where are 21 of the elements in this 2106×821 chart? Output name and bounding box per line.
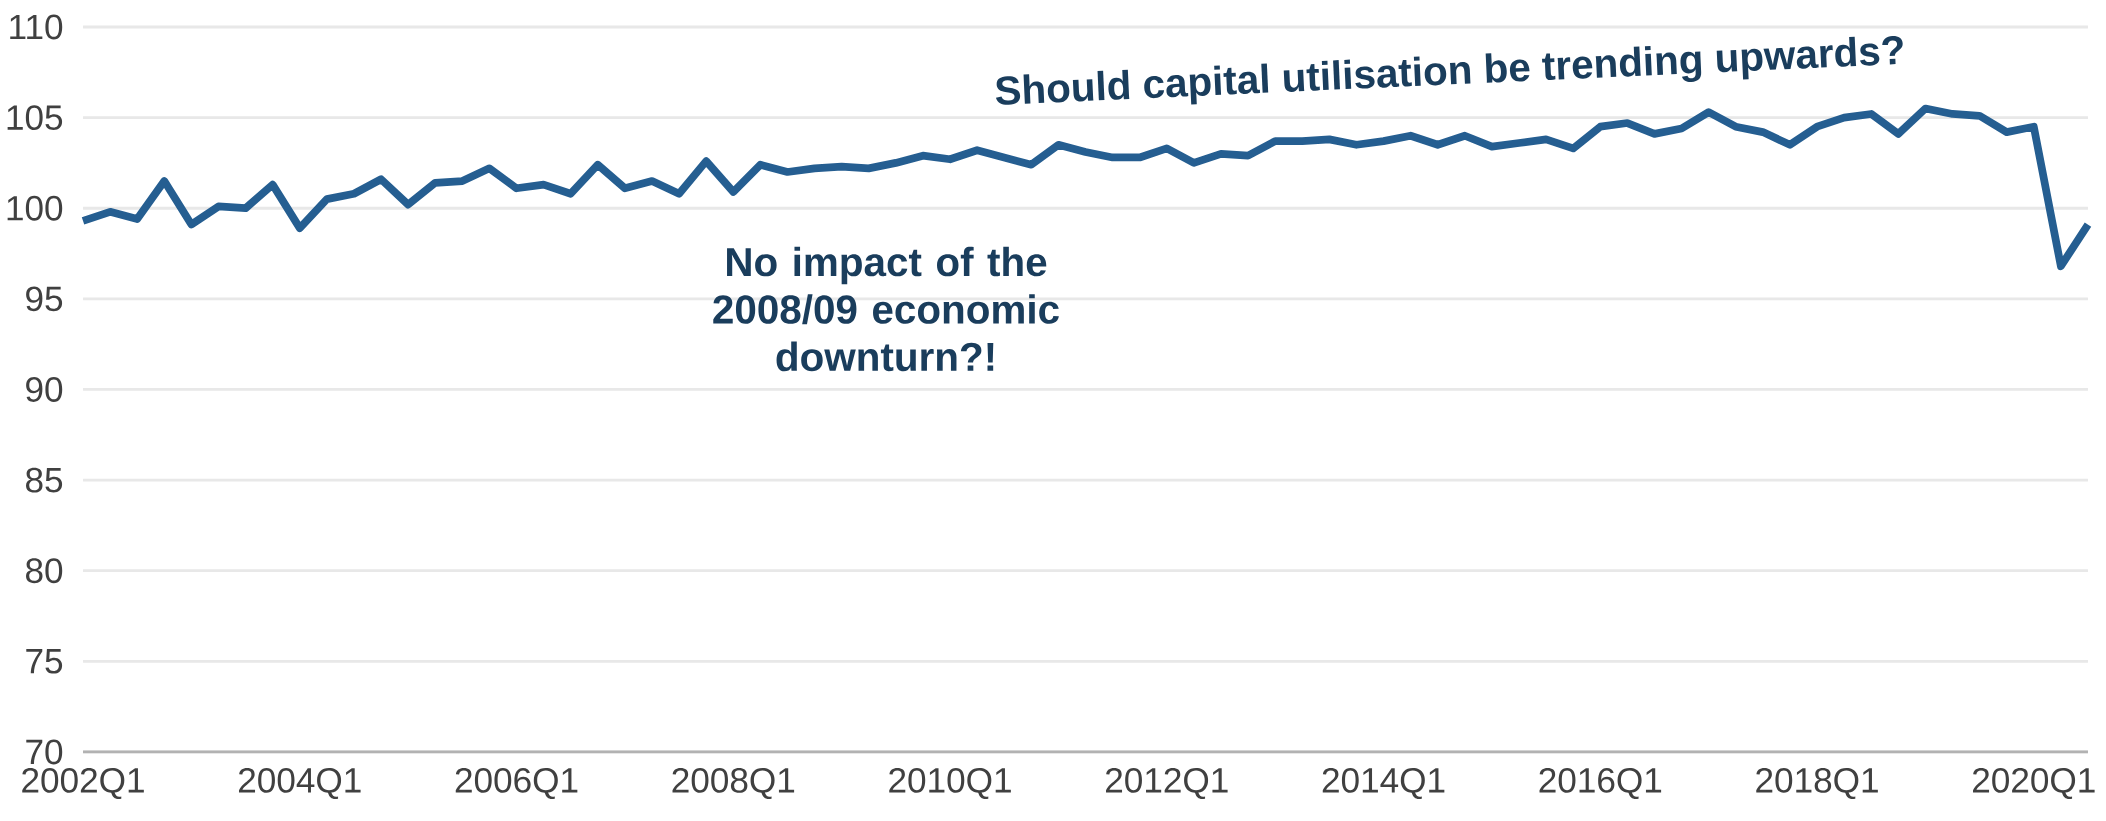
y-tick-label: 75	[26, 649, 63, 674]
x-tick-label: 2008Q1	[672, 767, 795, 800]
x-tick-label: 2002Q1	[22, 767, 144, 800]
x-tick-label: 2014Q1	[1322, 767, 1445, 800]
y-tick-label: 85	[26, 467, 63, 493]
y-tick-label: 110	[10, 14, 63, 40]
x-tick-label: 2006Q1	[455, 767, 578, 800]
annotation: No impact of the 2008/09 economic downturn?!	[713, 246, 1059, 372]
x-tick-label: 2020Q1	[1973, 767, 2095, 800]
y-tick-label: 105	[7, 105, 63, 131]
y-tick-label: 70	[26, 739, 63, 765]
y-tick-label: 100	[7, 195, 63, 221]
x-tick-label: 2004Q1	[238, 767, 361, 800]
x-tick-label: 2010Q1	[889, 767, 1011, 800]
y-tick-label: 90	[26, 377, 63, 402]
y-tick-label: 80	[26, 558, 63, 584]
annotation: Should capital utilisation be trending upwards?	[995, 36, 1903, 105]
x-tick-label: 2012Q1	[1106, 767, 1228, 800]
y-tick-label: 95	[26, 286, 63, 312]
x-tick-label: 2016Q1	[1539, 767, 1662, 800]
x-tick-label: 2018Q1	[1756, 767, 1878, 800]
